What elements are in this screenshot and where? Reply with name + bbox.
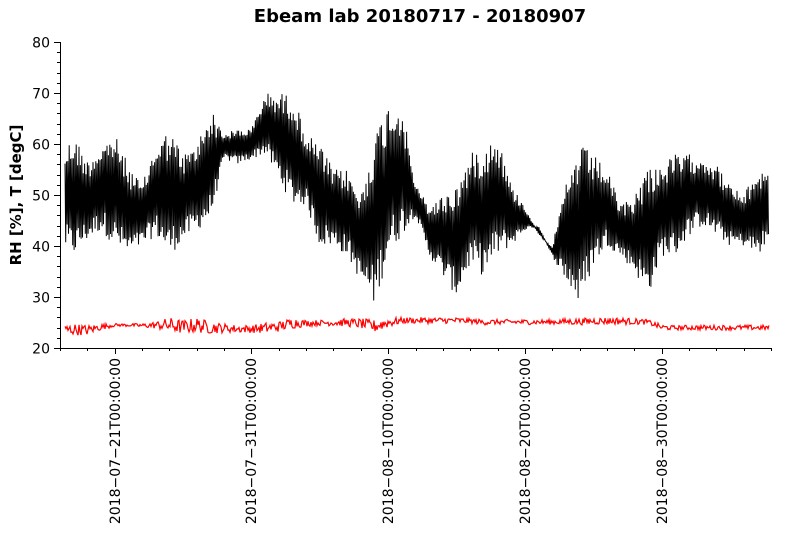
y-tick-label: 50 xyxy=(32,189,50,205)
x-axis: 2018−07−21T00:00:00 2018−07−31T00:00:00 20… xyxy=(60,348,772,524)
plot-area xyxy=(64,93,770,336)
series-line-black xyxy=(64,93,769,301)
y-axis: 20 30 40 50 60 70 80 xyxy=(32,36,60,358)
y-tick-label: 30 xyxy=(32,291,50,307)
y-axis-label: RH [%], T [degC] xyxy=(7,125,25,266)
y-tick-label: 80 xyxy=(32,36,50,52)
x-tick-label: 2018−07−31T00:00:00 xyxy=(244,358,260,524)
x-tick-label: 2018−08−10T00:00:00 xyxy=(381,358,397,524)
x-tick-label: 2018−08−20T00:00:00 xyxy=(518,358,534,524)
y-tick-label: 20 xyxy=(32,342,50,358)
series-line-red xyxy=(64,315,770,336)
x-tick-label: 2018−07−21T00:00:00 xyxy=(108,358,124,524)
chart-title: Ebeam lab 20180717 - 20180907 xyxy=(254,6,586,27)
y-tick-label: 70 xyxy=(32,87,50,103)
y-tick-label: 40 xyxy=(32,240,50,256)
x-tick-label: 2018−08−30T00:00:00 xyxy=(655,358,671,524)
y-tick-label: 60 xyxy=(32,138,50,154)
